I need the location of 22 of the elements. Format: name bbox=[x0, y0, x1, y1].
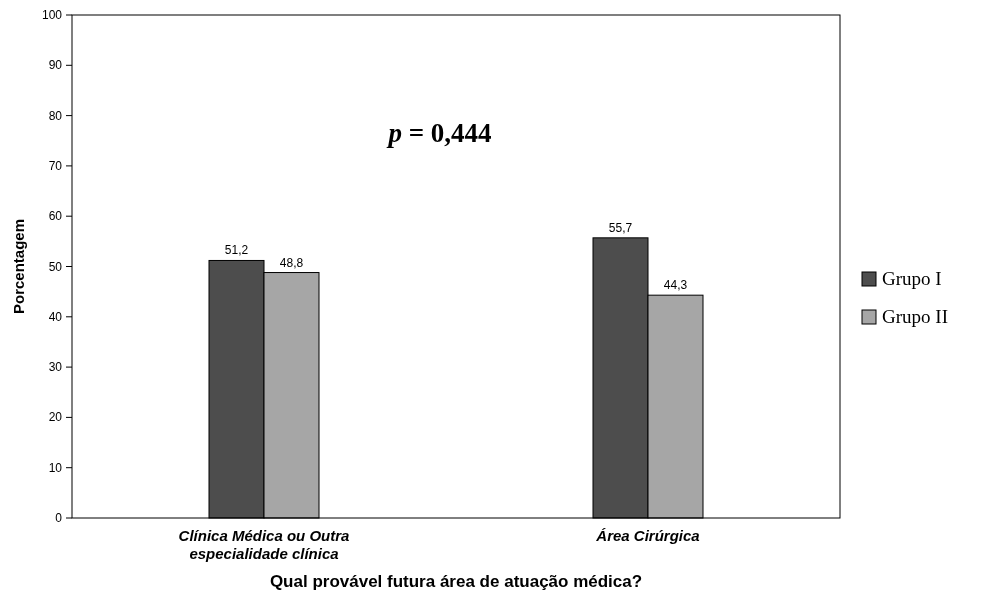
y-tick-label: 60 bbox=[48, 209, 63, 224]
y-tick-label: 40 bbox=[48, 309, 63, 324]
annotation: p = 0,444 bbox=[386, 118, 492, 148]
y-axis-title: Porcentagem bbox=[10, 218, 27, 315]
y-tick-label: 10 bbox=[48, 460, 63, 475]
data-label: 48,8 bbox=[279, 255, 304, 270]
x-axis-title: Qual provável futura área de atuação médica? bbox=[269, 572, 643, 591]
y-tick-label: 0 bbox=[55, 511, 63, 525]
y-tick-label: 100 bbox=[41, 8, 63, 22]
legend-label: Grupo I bbox=[882, 268, 942, 289]
y-tick-label: 50 bbox=[48, 259, 63, 274]
data-label: 51,2 bbox=[224, 243, 249, 258]
y-tick-label: 20 bbox=[48, 410, 63, 425]
x-tick-label: Área Cirúrgica bbox=[595, 527, 700, 544]
data-label: 55,7 bbox=[608, 220, 633, 235]
y-tick-label: 90 bbox=[48, 58, 63, 73]
data-label: 44,3 bbox=[663, 278, 688, 293]
y-tick-label: 80 bbox=[48, 108, 63, 123]
x-tick-label: Clínica Médica ou Outra especialidade clínica bbox=[178, 527, 350, 562]
y-tick-label: 30 bbox=[48, 360, 63, 375]
y-tick-label: 70 bbox=[48, 158, 63, 173]
legend-label: Grupo II bbox=[882, 306, 948, 327]
